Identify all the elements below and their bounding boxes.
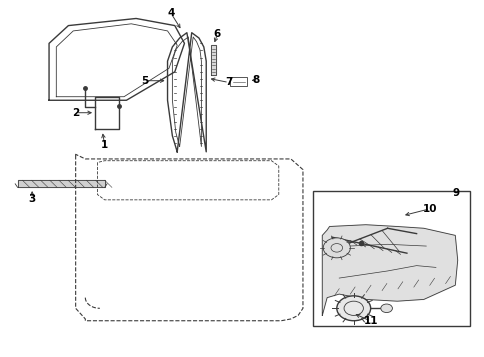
- Polygon shape: [322, 225, 457, 316]
- Text: 1: 1: [101, 140, 108, 150]
- Text: 3: 3: [29, 194, 36, 204]
- Polygon shape: [211, 45, 215, 75]
- Circle shape: [323, 238, 349, 258]
- Circle shape: [336, 296, 370, 321]
- Bar: [312, 191, 469, 326]
- Text: 2: 2: [72, 108, 79, 118]
- Text: 6: 6: [213, 30, 221, 40]
- Text: 11: 11: [363, 316, 377, 326]
- Text: 5: 5: [141, 76, 148, 86]
- Text: 8: 8: [251, 75, 258, 85]
- Polygon shape: [17, 180, 105, 187]
- Text: 4: 4: [167, 8, 174, 18]
- Text: 10: 10: [422, 204, 437, 214]
- Text: 9: 9: [452, 188, 459, 198]
- Text: 7: 7: [225, 77, 232, 87]
- Circle shape: [380, 304, 392, 313]
- Bar: [230, 77, 247, 86]
